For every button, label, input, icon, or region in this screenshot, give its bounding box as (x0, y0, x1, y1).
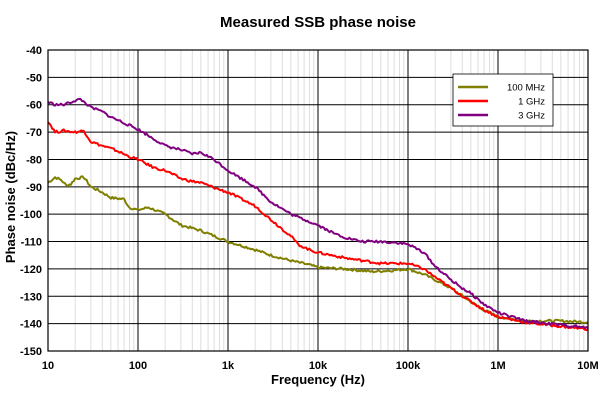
y-tick-label: -120 (20, 264, 42, 276)
tick-labels: 10 100 1k 10k 100k 1M 10M -40 -50 -60 -70 -80 -90 -10… (20, 45, 599, 372)
x-tick-label: 10 (42, 360, 54, 372)
y-tick-label: -60 (26, 100, 42, 112)
y-tick-label: -90 (26, 182, 42, 194)
y-tick-label: -50 (26, 72, 42, 84)
y-axis-label: Phase noise (dBc/Hz) (3, 131, 18, 263)
x-axis-label: Frequency (Hz) (271, 372, 365, 387)
y-tick-label: -150 (20, 346, 42, 358)
legend-label: 100 MHz (507, 83, 545, 94)
series-group (47, 97, 589, 332)
y-tick-label: -80 (26, 154, 42, 166)
legend-label: 1 GHz (518, 97, 545, 108)
x-tick-label: 100 (129, 360, 147, 372)
y-tick-label: -100 (20, 209, 42, 221)
x-tick-label: 10M (577, 360, 598, 372)
y-tick-label: -140 (20, 319, 42, 331)
y-tick-label: -130 (20, 291, 42, 303)
chart-title: Measured SSB phase noise (220, 14, 416, 31)
series-line-1-ghz (47, 121, 589, 332)
x-tick-label: 1k (222, 360, 235, 372)
y-tick-label: -40 (26, 45, 42, 57)
legend-label: 3 GHz (518, 111, 545, 122)
x-tick-label: 10k (309, 360, 328, 372)
series-line-3-ghz (47, 97, 589, 330)
x-tick-label: 1M (490, 360, 505, 372)
y-tick-label: -110 (21, 237, 42, 249)
grid (47, 49, 589, 352)
x-tick-label: 100k (396, 360, 421, 372)
plot-frame (47, 49, 589, 352)
y-tick-label: -70 (26, 127, 42, 139)
legend: 100 MHz 1 GHz 3 GHz (452, 73, 554, 127)
